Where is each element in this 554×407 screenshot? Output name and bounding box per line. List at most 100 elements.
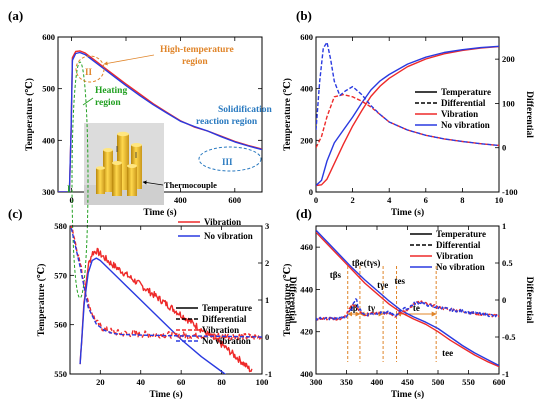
panel-d-label: (d) xyxy=(296,206,312,221)
panel-d-xtick-label: 350 xyxy=(340,377,353,387)
panel-d-y2tick-label: 0.5 xyxy=(502,258,513,268)
panel-b-ytick-label: 200 xyxy=(300,135,313,145)
panel-d-series xyxy=(316,229,499,368)
panel-b-series-temperature-no-vibration xyxy=(316,45,499,187)
panel-d-x-axis-label: Time (s) xyxy=(391,389,424,400)
panel-b-y2-axis-label: Differential xyxy=(524,91,534,138)
panel-c-axes: 20 40 60 80 100 550 560 570 580 -1 0 1 2 3 Differentia… xyxy=(36,221,297,400)
panel-a-xtick-label: 600 xyxy=(228,195,241,205)
panel-d-xtick-label: 400 xyxy=(371,377,384,387)
legend-a-no-vibration: No vibration xyxy=(204,231,253,241)
panel-a-series xyxy=(58,50,262,192)
panel-c-y2tick-label: 0 xyxy=(265,332,269,342)
panel-a-xtick-label: 0 xyxy=(69,195,73,205)
panel-d-xtick-label: 600 xyxy=(493,377,506,387)
panel-d-y2-axis-label: Differential xyxy=(524,277,534,324)
panel-d-xtick-label: 300 xyxy=(310,377,323,387)
panel-b-xtick-label: 6 xyxy=(424,195,428,205)
panel-b-frame xyxy=(315,36,500,193)
panel-c-y2-axis-label: Differential xyxy=(287,277,297,324)
panel-b-series-differential-no-vibration xyxy=(316,41,499,147)
panel-d-xtick-label: 500 xyxy=(432,377,445,387)
panel-b: (b) 0 2 4 6 8 100200400600-1000100200Differen… xyxy=(282,8,534,218)
panel-b-xtick-label: 10 xyxy=(495,195,504,205)
panel-d-xtick-label: 550 xyxy=(462,377,475,387)
panel-c-xtick-label: 80 xyxy=(217,377,226,387)
panel-a-y-axis-label: Temperature (℃) xyxy=(24,78,35,151)
legend-d-differential: Differential xyxy=(436,240,481,250)
solidification-region-ellipse xyxy=(198,146,262,172)
panel-c-y2tick-label: 3 xyxy=(265,221,269,231)
panel-d-y2tick-label: -1 xyxy=(502,369,509,379)
panel-a-ytick-label: 400 xyxy=(42,135,55,145)
panel-d-ytick-label: 400 xyxy=(300,369,313,379)
panel-d-series-differential-no-vibration xyxy=(316,298,499,321)
panel-c-series-differential-no-vibration xyxy=(70,226,262,338)
panel-b-ytick-label: 0 xyxy=(309,187,313,197)
panel-b-series-temperature-vibration xyxy=(316,45,499,187)
legend-d-temperature: Temperature xyxy=(436,229,486,239)
cylinder-sample-image xyxy=(84,123,164,205)
panel-a-x-axis-label: Time (s) xyxy=(143,207,176,218)
panel-b-y2tick-label: -100 xyxy=(502,187,518,197)
panel-b-label: (b) xyxy=(296,8,312,23)
panel-a-ytick-label: 600 xyxy=(42,32,55,42)
legend-c-vibration: Vibration xyxy=(202,325,239,335)
panel-c-xtick-label: 40 xyxy=(136,377,145,387)
panel-c-y2tick-label: 1 xyxy=(265,295,269,305)
legend-c-differential: Differential xyxy=(202,314,247,324)
roman-3-label: III xyxy=(222,157,233,167)
panel-b-xtick-label: 4 xyxy=(387,195,392,205)
legend-d-vibration: Vibration xyxy=(436,251,473,261)
thermocouple-label: Thermocouple xyxy=(164,180,217,190)
panel-c: (c) 20 40 60 80 100 550 560 570 580 -1 0 1 2 3 Differe… xyxy=(8,206,297,400)
panel-b-series xyxy=(316,41,499,187)
panel-b-y2tick-label: 200 xyxy=(502,54,515,64)
legend-d-no-vibration: No vibration xyxy=(436,262,485,272)
panel-c-xtick-label: 20 xyxy=(96,377,105,387)
legend-b-temperature: Temperature xyxy=(441,87,491,97)
panel-d-axes: 300 350 400 450 500 550 600 400 420 440 460 -1 -0.5 0… xyxy=(282,221,534,400)
panel-c-series-temperature-no-vibration xyxy=(79,257,227,374)
legend-c-no-vibration: No vibration xyxy=(202,336,251,346)
panel-a-ytick-label: 300 xyxy=(42,187,55,197)
solidification-region-label: Solidification reaction region xyxy=(196,105,273,127)
panel-d-xtick-label: 450 xyxy=(401,377,414,387)
panel-d: (d) 300 350 400 450 500 550 600 400 420 440 460 -1 -… xyxy=(282,206,534,400)
panel-b-y2tick-label: 100 xyxy=(502,98,515,108)
panel-b-xtick-label: 0 xyxy=(314,195,318,205)
panel-c-ytick-label: 580 xyxy=(54,221,67,231)
panel-a-series-no-vibration xyxy=(58,51,262,192)
marker-label-4: tee xyxy=(442,348,453,358)
panel-c-x-axis-label: Time (s) xyxy=(149,389,182,400)
legend-b-vibration: Vibration xyxy=(441,109,478,119)
panel-c-y-axis-label: Temperature (℃) xyxy=(36,264,47,337)
panel-d-y-axis-label: Temperature (℃) xyxy=(282,264,293,337)
legend-b-no-vibration: No vibration xyxy=(441,120,490,130)
marker-label-3: tes xyxy=(395,276,406,286)
high-temp-region-label: High-temperature region xyxy=(160,45,234,67)
interval-label-2: te xyxy=(413,303,420,313)
panel-c-ytick-label: 550 xyxy=(54,369,67,379)
roman-1-label: I xyxy=(67,184,71,194)
panel-b-y2tick-label: 0 xyxy=(502,143,506,153)
panel-c-series-differential-vibration xyxy=(70,226,262,341)
interval-label-1: tγ xyxy=(368,303,376,313)
panel-c-label: (c) xyxy=(8,206,22,221)
legend-c-temperature: Temperature xyxy=(202,303,252,313)
high-temp-region-ellipse xyxy=(75,55,105,83)
panel-c-series-temperature-vibration xyxy=(79,247,253,373)
panel-a-label: (a) xyxy=(8,8,23,23)
panel-c-y2tick-label: -1 xyxy=(265,369,272,379)
panel-b-xtick-label: 2 xyxy=(350,195,354,205)
panel-d-y2tick-label: -0.5 xyxy=(502,332,515,342)
roman-2-label: II xyxy=(85,67,93,77)
panel-d-series-temperature-vibration xyxy=(316,231,499,368)
panel-a-legend: Vibration No vibration xyxy=(178,217,253,241)
panel-d-ytick-label: 440 xyxy=(300,284,313,294)
marker-label-2: tγe xyxy=(377,280,388,290)
